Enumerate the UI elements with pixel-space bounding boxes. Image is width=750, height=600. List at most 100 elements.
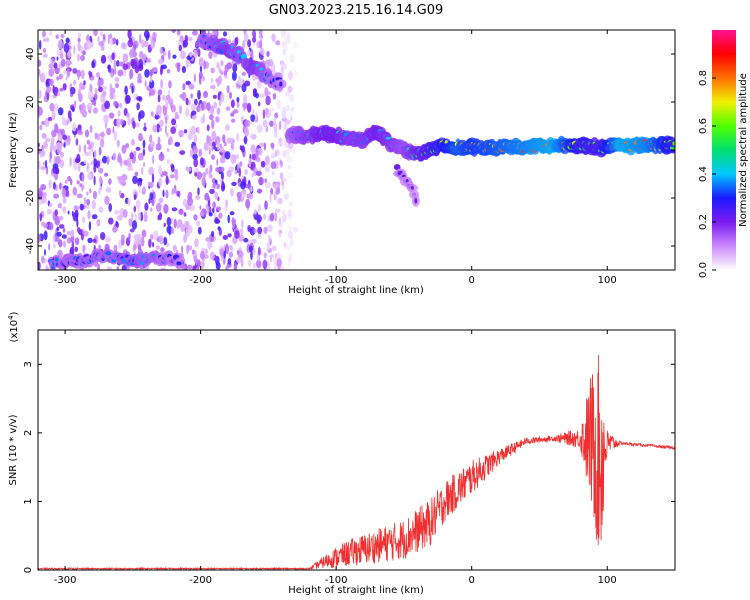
noise-speckle <box>201 176 206 187</box>
noise-speckle <box>257 204 262 213</box>
noise-speckle <box>54 67 60 75</box>
noise-speckle <box>83 80 86 86</box>
noise-speckle <box>256 259 262 269</box>
noise-speckle <box>91 60 95 69</box>
noise-speckle <box>234 170 238 175</box>
noise-speckle <box>290 116 293 122</box>
noise-speckle <box>94 88 98 95</box>
noise-speckle <box>44 137 51 143</box>
noise-speckle <box>82 229 85 235</box>
noise-speckle <box>119 102 123 109</box>
noise-speckle <box>196 220 201 227</box>
noise-speckle <box>242 79 245 84</box>
noise-speckle <box>255 170 262 177</box>
noise-speckle <box>282 213 287 223</box>
noise-speckle <box>155 143 162 151</box>
noise-speckle <box>98 206 104 214</box>
noise-speckle <box>288 70 293 81</box>
noise-speckle <box>87 210 91 220</box>
noise-speckle <box>117 110 121 117</box>
noise-speckle <box>247 102 252 113</box>
noise-speckle <box>157 136 161 146</box>
noise-speckle <box>250 144 256 154</box>
noise-speckle <box>137 73 142 83</box>
noise-speckle <box>77 162 81 172</box>
noise-speckle <box>110 38 113 46</box>
noise-speckle <box>163 222 166 227</box>
noise-speckle <box>73 79 77 86</box>
noise-speckle <box>80 55 85 61</box>
noise-speckle <box>274 150 278 158</box>
noise-speckle <box>46 91 50 101</box>
noise-speckle <box>122 63 129 70</box>
x-tick-label: -100 <box>325 275 348 286</box>
noise-speckle <box>56 56 59 61</box>
noise-speckle <box>124 85 128 96</box>
noise-speckle <box>61 234 67 240</box>
noise-speckle <box>110 72 114 78</box>
noise-speckle <box>215 116 219 123</box>
noise-speckle <box>287 165 292 170</box>
noise-speckle <box>141 53 147 62</box>
noise-speckle <box>57 39 63 50</box>
noise-speckle <box>58 249 63 258</box>
noise-speckle <box>176 62 181 73</box>
noise-speckle <box>52 166 59 174</box>
noise-speckle <box>77 32 82 38</box>
noise-speckle <box>126 162 132 168</box>
x-tick-label: 0 <box>469 575 475 586</box>
noise-speckle <box>47 116 53 122</box>
noise-speckle <box>216 140 220 151</box>
noise-speckle <box>191 110 197 116</box>
noise-speckle <box>207 239 213 250</box>
noise-speckle <box>150 40 156 50</box>
noise-speckle <box>42 53 48 58</box>
noise-speckle <box>52 181 56 190</box>
noise-speckle <box>116 139 120 148</box>
noise-speckle <box>142 186 146 194</box>
noise-speckle <box>169 174 175 179</box>
noise-speckle <box>179 150 186 156</box>
noise-speckle <box>53 193 60 199</box>
noise-speckle <box>73 205 79 212</box>
noise-speckle <box>292 226 298 233</box>
noise-speckle <box>60 58 66 67</box>
noise-speckle <box>168 136 173 146</box>
snr-series-line <box>38 355 675 570</box>
noise-speckle <box>201 102 205 111</box>
noise-speckle <box>79 82 83 91</box>
noise-speckle <box>209 251 215 261</box>
noise-speckle <box>266 242 271 250</box>
noise-speckle <box>113 210 120 215</box>
noise-speckle <box>126 112 130 119</box>
noise-speckle <box>220 171 224 181</box>
noise-speckle <box>230 137 233 144</box>
noise-speckle <box>56 231 62 237</box>
noise-speckle <box>162 50 167 56</box>
noise-speckle <box>56 226 60 231</box>
noise-speckle <box>133 243 137 251</box>
noise-speckle <box>286 38 291 43</box>
noise-speckle <box>258 30 263 36</box>
noise-speckle <box>174 171 179 181</box>
spectrogram-marks <box>38 30 675 270</box>
noise-speckle <box>99 132 106 137</box>
noise-speckle <box>278 120 282 130</box>
noise-speckle <box>40 149 46 157</box>
noise-speckle <box>181 245 184 254</box>
noise-speckle <box>65 76 68 81</box>
noise-speckle <box>79 203 85 211</box>
noise-speckle <box>222 31 228 37</box>
noise-speckle <box>81 184 85 190</box>
x-tick-label: -100 <box>325 575 348 586</box>
noise-speckle <box>40 221 46 227</box>
noise-speckle <box>271 33 276 42</box>
noise-speckle <box>264 200 268 210</box>
noise-speckle <box>236 249 240 255</box>
noise-speckle <box>224 203 227 212</box>
noise-speckle <box>129 228 135 233</box>
noise-speckle <box>230 154 237 165</box>
noise-speckle <box>223 74 228 79</box>
noise-speckle <box>110 57 112 63</box>
noise-speckle <box>89 188 92 194</box>
